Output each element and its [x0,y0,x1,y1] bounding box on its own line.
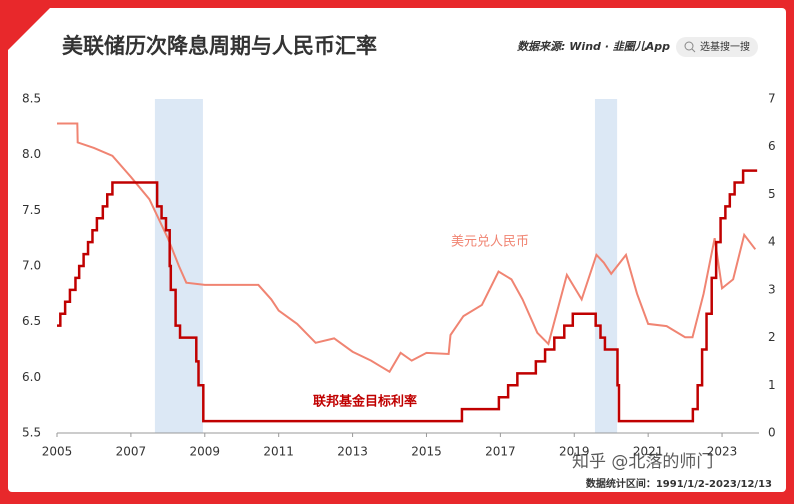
x-tick-label: 2005 [42,445,73,459]
period-note: 数据统计区间：1991/1/2-2023/12/13 [586,477,772,490]
y-tick-label: 5.5 [22,426,41,440]
y2-tick-label: 4 [768,235,776,249]
y-tick-label: 8.5 [22,92,41,106]
x-tick-label: 2007 [116,445,147,459]
search-box[interactable] [676,37,758,57]
y-tick-label: 6.5 [22,314,41,328]
series-label: 美元兑人民币 [451,235,529,250]
x-tick-label: 2015 [411,445,442,459]
x-tick-label: 2011 [263,445,294,459]
y2-tick-label: 0 [768,426,776,440]
chart-title: 美联储历次降息周期与人民币汇率 [62,34,377,58]
x-tick-label: 2009 [190,445,221,459]
y2-tick-label: 1 [768,378,776,392]
y2-tick-label: 5 [768,187,776,201]
search-icon [684,41,694,51]
series-line [57,169,758,423]
source: 数据来源: Wind · 韭圈儿App [517,40,670,53]
y2-tick-label: 3 [768,282,776,296]
y2-tick-label: 2 [768,330,776,344]
x-tick-label: 2017 [485,445,516,459]
watermark: 知乎 @北落的师门 [572,452,713,472]
search-icon [691,48,696,53]
y2-tick-label: 6 [768,139,776,153]
card [8,8,786,492]
series-label: 联邦基金目标利率 [313,394,417,410]
corner [8,8,50,50]
x-tick-label: 2021 [633,445,664,459]
series-line [57,122,757,374]
x-tick-label: 2019 [559,445,590,459]
plot: 5.5 6.0 6.5 7.0 7.5 8.0 8.5 0 1 2 3 4 5 6 7 2005 2007 200… [22,92,776,459]
y-tick-label: 6.0 [22,370,41,384]
search-placeholder[interactable]: 选基搜一搜 [700,40,750,53]
y2-tick-label: 7 [768,92,776,106]
y-tick-label: 7.5 [22,203,41,217]
y-tick-label: 8.0 [22,147,41,161]
x-tick-label: 2013 [337,445,368,459]
x-tick-label: 2023 [707,445,738,459]
y-tick-label: 7.0 [22,259,41,273]
